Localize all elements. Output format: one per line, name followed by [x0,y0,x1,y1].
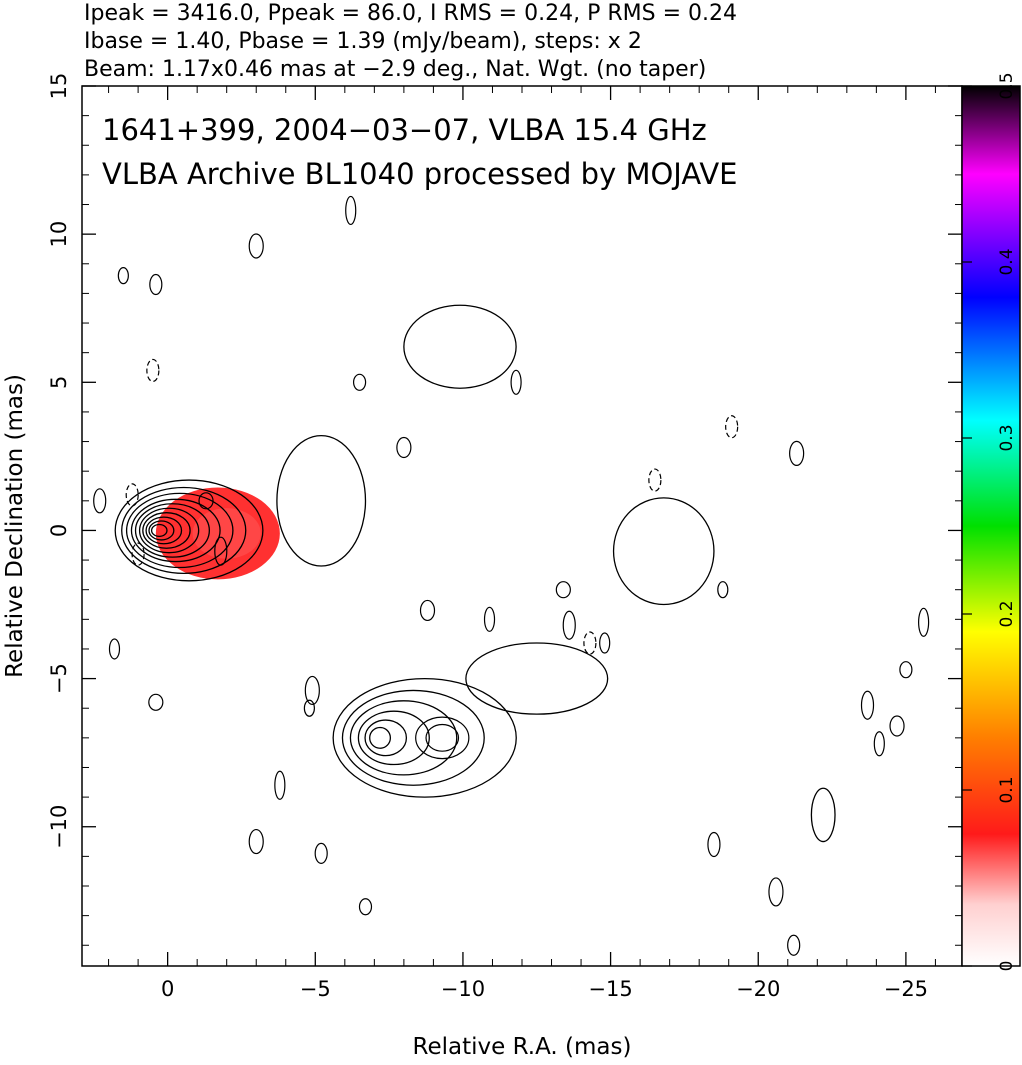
core-contour-2 [125,492,234,569]
small-contour-23 [768,877,784,907]
colorbar [961,85,1021,967]
extended-contour-4 [810,787,836,843]
secondary-contour-4 [364,719,408,757]
small-contour-1 [149,273,163,296]
extended-contour-0 [276,434,367,567]
extended-contour-3 [465,642,609,715]
small-contour-6 [510,369,522,395]
core-contour-8 [148,520,175,541]
core-contour-1 [121,486,247,575]
negative-contour-2 [125,483,139,507]
core-contour-7 [145,516,183,545]
small-contour-15 [274,770,286,800]
small-contour-13 [314,842,328,865]
header-line-1: Ipeak = 3416.0, Ppeak = 86.0, I RMS = 0.… [84,1,737,26]
secondary-contour-2 [349,700,458,776]
small-contour-9 [108,638,121,660]
x-tick-label-2: −10 [441,977,485,1001]
small-contour-4 [352,373,367,391]
small-contour-8 [198,492,214,510]
colorbar-tick-label-2: 0.2 [997,600,1017,627]
small-contour-30 [873,731,885,757]
x-tick-label-3: −15 [588,977,632,1001]
secondary-contour-5 [369,726,392,749]
small-contour-31 [860,690,875,720]
core-contour-3 [130,498,221,563]
colorbar-ticks: 0 0.1 0.2 0.3 0.4 0.5 [962,72,1017,971]
secondary-subpeak-contour-1 [425,723,460,752]
negative-contour-3 [648,468,662,492]
small-contour-0 [117,267,129,285]
negative-contour-5 [583,631,597,655]
colorbar-tick-label-1: 0.1 [997,776,1017,803]
small-contour-2 [248,233,264,259]
small-contour-14 [248,828,264,855]
y-tick-label-4: 10 [47,221,71,248]
small-contour-3 [345,195,357,226]
x-tick-label-5: −25 [884,977,928,1001]
small-contour-28 [899,661,913,679]
header-line-2: Ibase = 1.40, Pbase = 1.39 (mJy/beam), s… [84,29,642,54]
secondary-contour-1 [341,689,485,786]
header-line-3: Beam: 1.17x0.46 mas at −2.9 deg., Nat. W… [84,57,706,82]
core-contour-5 [138,507,200,554]
plot-title-line-1: 1641+399, 2004−03−07, VLBA 15.4 GHz [102,113,707,147]
small-contour-17 [419,599,436,622]
x-tick-label-4: −20 [736,977,780,1001]
secondary-subpeak-contour-0 [415,716,470,760]
x-axis-label: Relative R.A. (mas) [413,1034,632,1060]
secondary-contour-3 [357,710,430,766]
small-contour-11 [304,675,320,706]
small-contour-10 [93,488,107,514]
small-contour-12 [303,699,315,717]
small-contour-5 [396,436,412,459]
y-tick-label-0: −10 [47,805,71,849]
small-contour-7 [214,536,228,566]
colorbar-tick-label-0: 0 [997,961,1017,972]
negative-contour-1 [131,542,145,566]
core-contour-0 [114,479,264,582]
contour-layer [93,195,930,956]
small-contour-25 [787,934,801,956]
y-tick-label-2: 0 [47,524,71,537]
small-contour-22 [707,831,721,858]
negative-contour-4 [725,415,739,439]
negative-contour-0 [146,358,160,383]
y-tick-label-5: 15 [47,73,71,100]
small-contour-29 [889,715,905,737]
axis-ticks: 0 −5 −10 −15 −20 −25 −10 −5 0 5 10 15 [47,73,962,1001]
small-contour-32 [148,693,164,711]
small-contour-24 [717,581,729,599]
x-tick-label-0: 0 [161,977,174,1001]
colorbar-tick-label-4: 0.4 [997,248,1017,275]
small-contour-16 [358,898,373,916]
core-contour-9 [150,523,168,538]
y-tick-label-1: −5 [47,663,71,694]
small-contour-20 [555,581,571,599]
secondary-contour-0 [332,677,517,798]
y-tick-label-3: 5 [47,376,71,389]
small-contour-21 [599,632,611,654]
colorbar-tick-label-3: 0.3 [997,424,1017,451]
plot-title-line-2: VLBA Archive BL1040 processed by MOJAVE [102,157,737,191]
extended-contour-1 [403,304,517,389]
polarization-layer [155,487,280,580]
small-contour-27 [918,607,930,637]
small-contour-26 [789,440,805,467]
y-axis-label: Relative Declination (mas) [2,374,28,678]
x-tick-label-1: −5 [300,977,331,1001]
small-contour-19 [562,610,576,640]
colorbar-tick-label-5: 0.5 [997,72,1017,99]
extended-contour-2 [612,497,715,606]
core-contour-6 [142,512,191,549]
core-contour-4 [134,503,210,558]
small-contour-18 [483,606,496,632]
